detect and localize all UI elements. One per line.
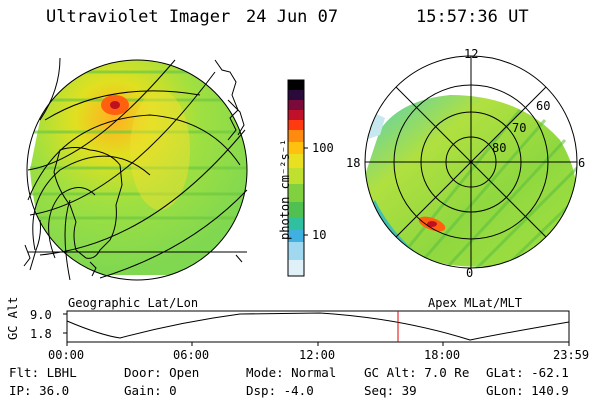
mlt-label-6: 6 <box>578 156 586 170</box>
altitude-ytick-low: 1.8 <box>30 327 52 341</box>
image-date: 24 Jun 07 <box>246 7 339 27</box>
mlt-label-0: 0 <box>466 266 474 280</box>
mlat-label-60: 60 <box>536 99 551 113</box>
mlt-label-12: 12 <box>464 47 479 61</box>
altitude-ylabel: GC Alt <box>6 296 20 340</box>
right-panel-label: Apex MLat/MLT <box>428 296 522 310</box>
info-filter: Flt: LBHL <box>9 365 77 380</box>
altitude-xtick-0600: 06:00 <box>173 348 210 362</box>
altitude-ytick-high: 9.0 <box>30 308 52 322</box>
info-mode: Mode: Normal <box>246 365 337 380</box>
altitude-xtick-2359: 23:59 <box>553 348 590 362</box>
colorbar-tick-100: 100 <box>312 141 334 155</box>
altitude-plot <box>63 310 570 346</box>
info-dsp: Dsp: -4.0 <box>246 383 314 398</box>
mlat-label-80: 80 <box>492 141 507 155</box>
info-gc-alt: GC Alt: 7.0 Re <box>364 365 470 380</box>
instrument-title: Ultraviolet Imager <box>46 7 231 27</box>
info-seq: Seq: 39 <box>364 383 417 398</box>
info-door: Door: Open <box>124 365 200 380</box>
info-ip: IP: 36.0 <box>9 383 70 398</box>
altitude-xtick-0000: 00:00 <box>48 348 85 362</box>
geographic-image <box>23 57 248 281</box>
colorbar-tick-10: 10 <box>312 228 327 242</box>
left-panel-label: Geographic Lat/Lon <box>68 296 199 310</box>
mlat-label-70: 70 <box>512 121 527 135</box>
polar-image <box>364 55 578 269</box>
info-glon: GLon: 140.9 <box>486 383 569 398</box>
altitude-xtick-1200: 12:00 <box>299 348 336 362</box>
mlt-label-18: 18 <box>346 156 361 170</box>
altitude-xtick-1800: 18:00 <box>424 348 461 362</box>
info-gain: Gain: 0 <box>124 383 177 398</box>
info-glat: GLat: -62.1 <box>486 365 569 380</box>
image-time: 15:57:36 UT <box>416 7 529 27</box>
colorbar <box>287 79 308 277</box>
colorbar-unit-label: photon cm⁻²s⁻¹ <box>278 138 292 240</box>
